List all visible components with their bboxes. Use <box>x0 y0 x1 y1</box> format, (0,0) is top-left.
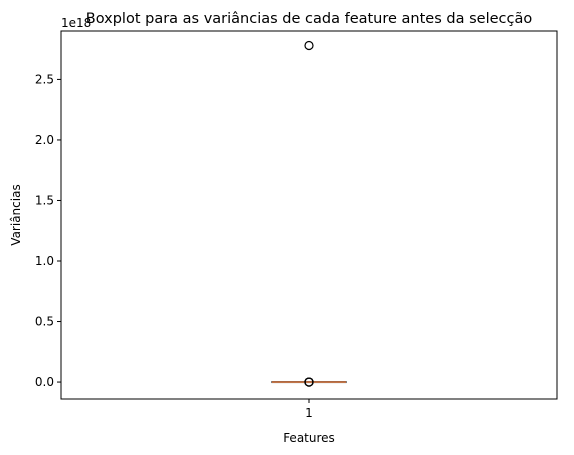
outlier-point <box>304 40 314 51</box>
box-series <box>271 40 347 387</box>
x-axis-label: Features <box>283 431 335 445</box>
y-tick-label: 1.5 <box>35 193 54 207</box>
chart-title: Boxplot para as variâncias de cada featu… <box>86 11 533 27</box>
y-tick-label: 2.5 <box>35 72 54 86</box>
y-tick-label: 0.5 <box>35 315 54 329</box>
y-tick-label: 0.0 <box>35 375 54 389</box>
outlier-point <box>304 377 314 387</box>
y-axis: 0.0 0.5 1.0 1.5 2.0 2.5 <box>35 72 61 389</box>
y-axis-label: Variâncias <box>9 184 23 245</box>
y-axis-offset-label: 1e18 <box>61 16 91 30</box>
x-axis: 1 <box>305 399 313 420</box>
y-tick-label: 1.0 <box>35 254 54 268</box>
y-tick-label: 2.0 <box>35 133 54 147</box>
x-tick-label: 1 <box>305 406 313 420</box>
